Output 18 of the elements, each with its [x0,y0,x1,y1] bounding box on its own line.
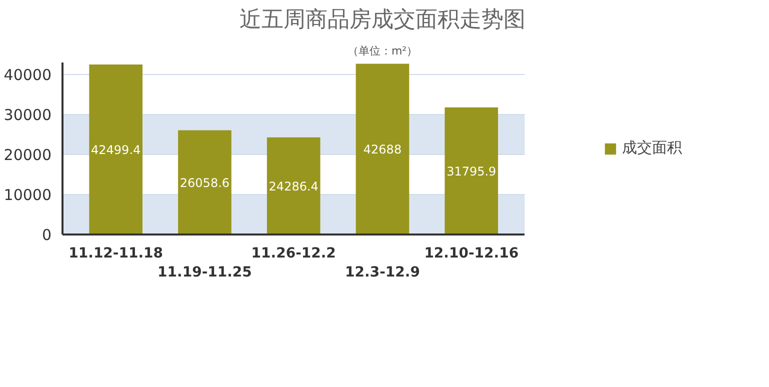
x-tick-label: 11.26-12.2 [251,246,336,262]
x-tick-label: 11.19-11.25 [158,264,252,281]
y-tick-label: 0 [42,226,52,244]
x-tick-label: 11.12-11.18 [68,246,164,262]
data-label: 42499.4 [91,143,141,157]
chart-title: 近五周商品房成交面积走势图 [240,8,526,32]
chart-subtitle: （单位：m²） [347,44,418,58]
x-tick-label: 12.10-12.16 [424,246,519,262]
x-tick-label: 12.3-12.9 [345,264,420,281]
data-label: 42688 [363,142,402,157]
data-label: 24286.4 [268,179,318,194]
data-label: 31795.9 [446,164,496,178]
y-tick-label: 30000 [4,106,52,124]
y-tick-label: 20000 [4,146,52,164]
y-tick-label: 10000 [4,186,52,204]
y-tick-label: 40000 [4,66,52,84]
data-label: 26058.6 [180,176,230,190]
legend-label: 成交面积 [622,138,682,158]
